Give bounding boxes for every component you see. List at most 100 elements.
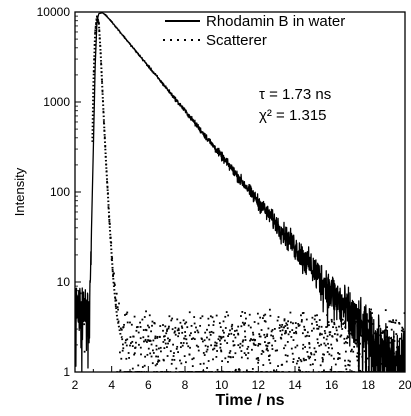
scatterer-point [171,317,174,320]
scatterer-point [147,335,150,338]
scatterer-point [398,322,401,325]
scatterer-point [215,314,218,317]
scatterer-point [166,346,168,348]
scatterer-point [296,344,299,347]
scatterer-point [186,326,189,329]
scatterer-point [185,342,188,345]
scatterer-point [252,331,254,334]
scatterer-point [280,325,283,328]
scatterer-point [296,360,299,362]
scatterer-point [272,335,274,338]
scatterer-point [303,325,306,328]
scatterer-point [241,340,244,343]
scatterer-point [215,355,218,358]
scatterer-point [251,368,254,370]
scatterer-point [177,351,179,354]
scatterer-point [181,344,184,347]
scatterer-point [157,359,160,362]
scatterer-point [376,328,379,331]
scatterer-point [166,328,169,331]
scatterer-point [166,355,169,357]
scatterer-point [216,350,218,352]
scatterer-point [317,327,320,330]
scatterer-point [249,326,252,329]
scatterer-point [302,343,305,346]
scatterer-point [163,339,166,341]
scatterer-point [183,355,186,358]
scatterer-point [309,363,312,366]
scatterer-point [287,320,290,323]
scatterer-point [188,334,191,337]
scatterer-point [180,362,183,365]
scatterer-point [229,350,232,352]
scatterer-point [230,332,233,335]
scatterer-point [123,323,125,326]
scatterer-point [122,343,124,346]
scatterer-point [101,90,104,93]
scatterer-point [234,330,236,332]
scatterer-point [292,322,294,325]
scatterer-point [154,364,157,367]
scatterer-point [179,359,181,362]
scatterer-point [133,353,136,356]
scatterer-point [124,314,126,316]
scatterer-point [261,349,264,352]
scatterer-point [202,352,205,354]
scatterer-point [284,330,287,332]
scatterer-point [178,332,180,335]
scatterer-point [97,21,100,24]
scatterer-point [145,310,147,313]
scatterer-point [159,325,162,327]
scatterer-point [276,349,279,352]
scatterer-point [250,338,252,340]
scatterer-point [322,353,324,356]
scatterer-point [175,367,178,370]
scatterer-point [146,324,149,327]
scatterer-point [390,328,393,331]
scatterer-point [192,357,195,360]
scatterer-point [110,241,113,244]
scatterer-point [102,110,105,113]
scatterer-point [83,350,86,353]
scatterer-point [343,322,345,325]
scatterer-point [298,324,301,327]
scatterer-point [246,357,249,360]
scatterer-point [330,318,333,321]
scatterer-point [327,346,330,349]
scatterer-point [318,319,321,321]
scatterer-point [191,358,194,361]
scatterer-point [330,354,333,357]
scatterer-point [201,315,204,318]
scatterer-point [331,335,334,338]
scatterer-point [352,350,355,353]
scatterer-point [115,292,118,295]
scatterer-point [228,352,231,354]
scatterer-point [150,343,153,346]
scatterer-point [309,356,312,358]
scatterer-point [234,336,237,339]
scatterer-point [233,344,236,346]
scatterer-point [201,338,203,340]
scatterer-point [258,335,261,338]
scatterer-point [313,353,316,356]
scatterer-point [185,338,188,341]
scatterer-point [295,326,298,329]
scatterer-point [307,355,310,358]
scatterer-point [229,356,232,359]
scatterer-point [169,350,172,353]
scatterer-point [184,331,187,333]
scatterer-point [113,272,115,275]
scatterer-point [162,324,164,326]
scatterer-point [338,353,341,355]
scatterer-point [140,353,142,356]
series-rhodamin-b [75,12,405,372]
scatterer-point [300,320,303,323]
scatterer-point [241,344,244,347]
scatterer-point [394,321,397,324]
scatterer-point [219,343,222,345]
scatterer-point [343,337,346,340]
scatterer-point [318,325,321,328]
scatterer-point [265,344,268,347]
scatterer-point [168,315,171,318]
scatterer-point [257,359,260,362]
